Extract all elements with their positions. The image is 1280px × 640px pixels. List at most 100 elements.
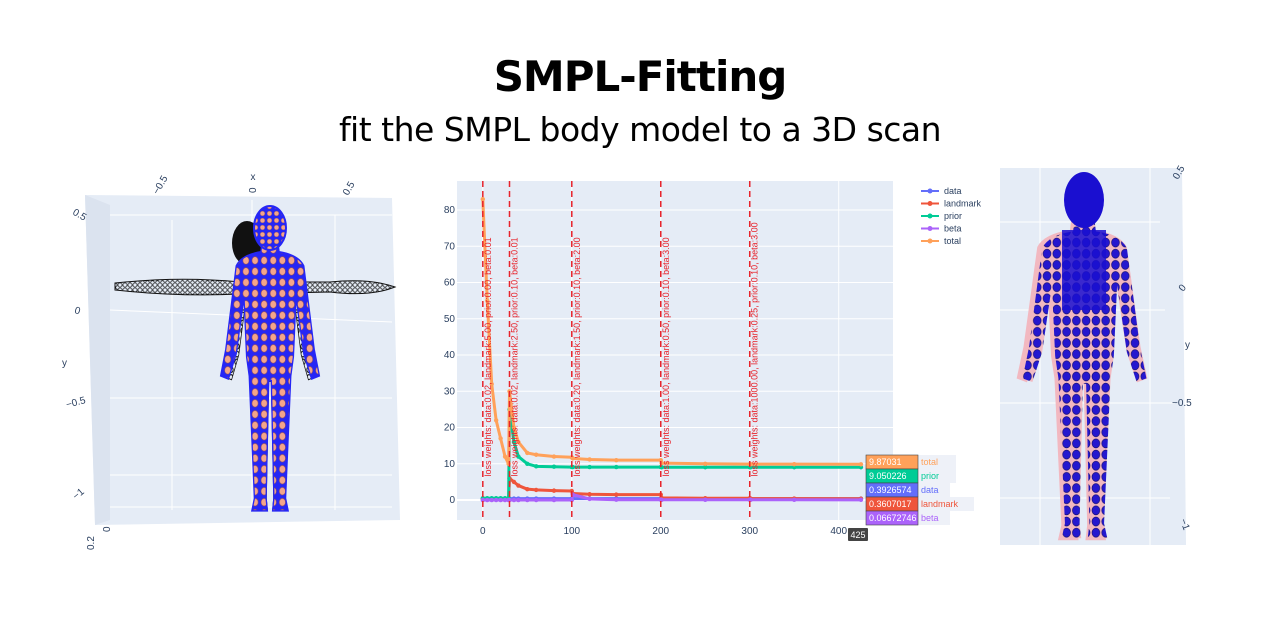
data-point-total — [489, 381, 494, 387]
data-point-beta — [498, 497, 503, 503]
hover-value-beta: 0.06672746 — [869, 513, 917, 523]
legend-item-data[interactable]: data — [944, 186, 962, 196]
legend-item-beta[interactable]: beta — [944, 224, 962, 234]
y-tick-label: 40 — [444, 350, 456, 361]
y-tick: −1 — [1177, 517, 1191, 532]
data-point-beta — [792, 497, 797, 503]
axis-ticks: 0 100 200 300 400 0 10 20 30 40 50 60 70 80 — [444, 205, 848, 537]
left-3d-scene[interactable]: x −0.5 0 0.5 0.5 0 y −0.5 −1 0 0.2 — [62, 172, 400, 550]
data-point-beta — [551, 497, 557, 503]
hover-x-label: 425 — [850, 530, 865, 540]
page-subtitle: fit the SMPL body model to a 3D scan — [338, 110, 942, 149]
data-point-landmark — [551, 488, 557, 493]
data-point-total — [703, 461, 708, 467]
y-tick-label: 60 — [444, 278, 456, 289]
right-3d-scene[interactable]: 0.5 0 y −0.5 −1 — [1000, 164, 1192, 545]
page-title: SMPL-Fitting — [493, 52, 788, 101]
data-point-total — [525, 450, 530, 456]
data-point-total — [570, 456, 575, 461]
y-tick: −1 — [71, 486, 87, 502]
y-axis-title: y — [1185, 340, 1190, 351]
stage-marker-label: loss weights: data:0.20, landmark:1.50, … — [572, 237, 582, 476]
hover-value-data: 0.3926574 — [869, 485, 912, 495]
legend-marker-total — [927, 238, 933, 244]
data-point-prior — [614, 464, 619, 470]
legend-item-total[interactable]: total — [944, 236, 961, 246]
hover-labels: 9.87031 total 9.050226 prior 0.3926574 data 0.… — [848, 454, 974, 541]
data-point-landmark — [511, 479, 517, 485]
data-point-prior — [551, 464, 557, 469]
data-point-beta — [489, 497, 494, 503]
data-point-beta — [858, 497, 864, 503]
hover-value-prior: 9.050226 — [869, 471, 907, 481]
stage-markers: loss weights: data:0.02, landmark:5.00, … — [482, 181, 760, 520]
data-point-beta — [485, 497, 490, 503]
stage-marker-label: loss weights: data:0.02, landmark:2.50, … — [509, 237, 519, 476]
y-tick: 0 — [1177, 282, 1189, 294]
legend-item-prior[interactable]: prior — [944, 211, 962, 221]
x-tick-label: 400 — [830, 526, 847, 537]
loss-chart[interactable]: 0 100 200 300 400 0 10 20 30 40 50 60 70 80 loss weig… — [444, 181, 982, 541]
legend-marker-landmark — [927, 201, 933, 206]
data-point-total — [498, 436, 503, 441]
y-tick-label: 10 — [444, 459, 456, 470]
data-point-total — [516, 439, 521, 445]
z-tick: 0.2 — [86, 536, 97, 550]
hover-x-label-bg — [848, 528, 868, 541]
y-axis-title: y — [62, 358, 67, 369]
data-point-prior — [792, 465, 797, 470]
data-point-beta — [587, 496, 592, 502]
data-point-total — [485, 298, 490, 303]
y-tick: −0.5 — [1172, 398, 1192, 409]
stage-marker-label: loss weights: data:1000.00, landmark:0.2… — [750, 222, 760, 476]
x-tick-label: 0 — [480, 526, 486, 537]
data-point-beta — [507, 497, 512, 503]
legend-item-landmark[interactable]: landmark — [944, 199, 982, 209]
data-point-prior — [533, 464, 539, 469]
z-tick: 0 — [102, 526, 113, 532]
x-tick-label: 200 — [652, 526, 669, 537]
legend[interactable]: data landmark prior beta total — [921, 186, 982, 246]
data-point-total — [493, 418, 499, 423]
y-tick-label: 80 — [444, 205, 456, 216]
legend-marker-data — [927, 188, 933, 194]
data-point-beta — [614, 497, 619, 502]
data-point-total — [792, 461, 797, 467]
data-point-total — [480, 196, 486, 202]
data-point-prior — [525, 461, 530, 467]
data-point-total — [614, 457, 619, 463]
data-point-landmark — [516, 483, 521, 488]
hover-value-total: 9.87031 — [869, 457, 902, 467]
data-point-total — [502, 454, 508, 459]
y-tick: 0 — [73, 305, 82, 317]
data-point-landmark — [525, 486, 530, 492]
data-point-landmark — [614, 492, 619, 497]
data-point-beta — [493, 497, 499, 503]
x-tick-label: 300 — [741, 526, 758, 537]
data-point-beta — [511, 497, 517, 503]
data-point-prior — [587, 464, 592, 470]
y-tick-label: 50 — [444, 314, 456, 325]
stage-marker-label: loss weights: data:1.00, landmark:0.50, … — [661, 237, 671, 476]
y-tick-label: 70 — [444, 241, 456, 252]
scene-side-wall — [85, 195, 110, 525]
data-point-beta — [569, 497, 574, 503]
data-point-landmark — [587, 492, 592, 497]
hover-value-landmark: 0.3607017 — [869, 499, 912, 509]
series-line-total — [481, 199, 861, 466]
data-point-total — [858, 462, 864, 467]
data-point-landmark — [533, 487, 539, 493]
data-point-total — [551, 454, 557, 459]
data-point-prior — [703, 465, 708, 470]
legend-marker-prior — [927, 213, 933, 219]
data-point-beta — [480, 497, 486, 503]
data-point-prior — [516, 454, 521, 459]
fitted-smpl-points — [1022, 172, 1147, 539]
data-point-total — [511, 425, 517, 430]
scan-point-cloud — [219, 205, 321, 512]
y-tick-label: 20 — [444, 423, 456, 434]
x-axis-title: x — [251, 172, 256, 183]
hover-series-name: prior — [921, 471, 939, 481]
data-point-beta — [659, 497, 664, 502]
y-tick: −0.5 — [65, 395, 87, 411]
